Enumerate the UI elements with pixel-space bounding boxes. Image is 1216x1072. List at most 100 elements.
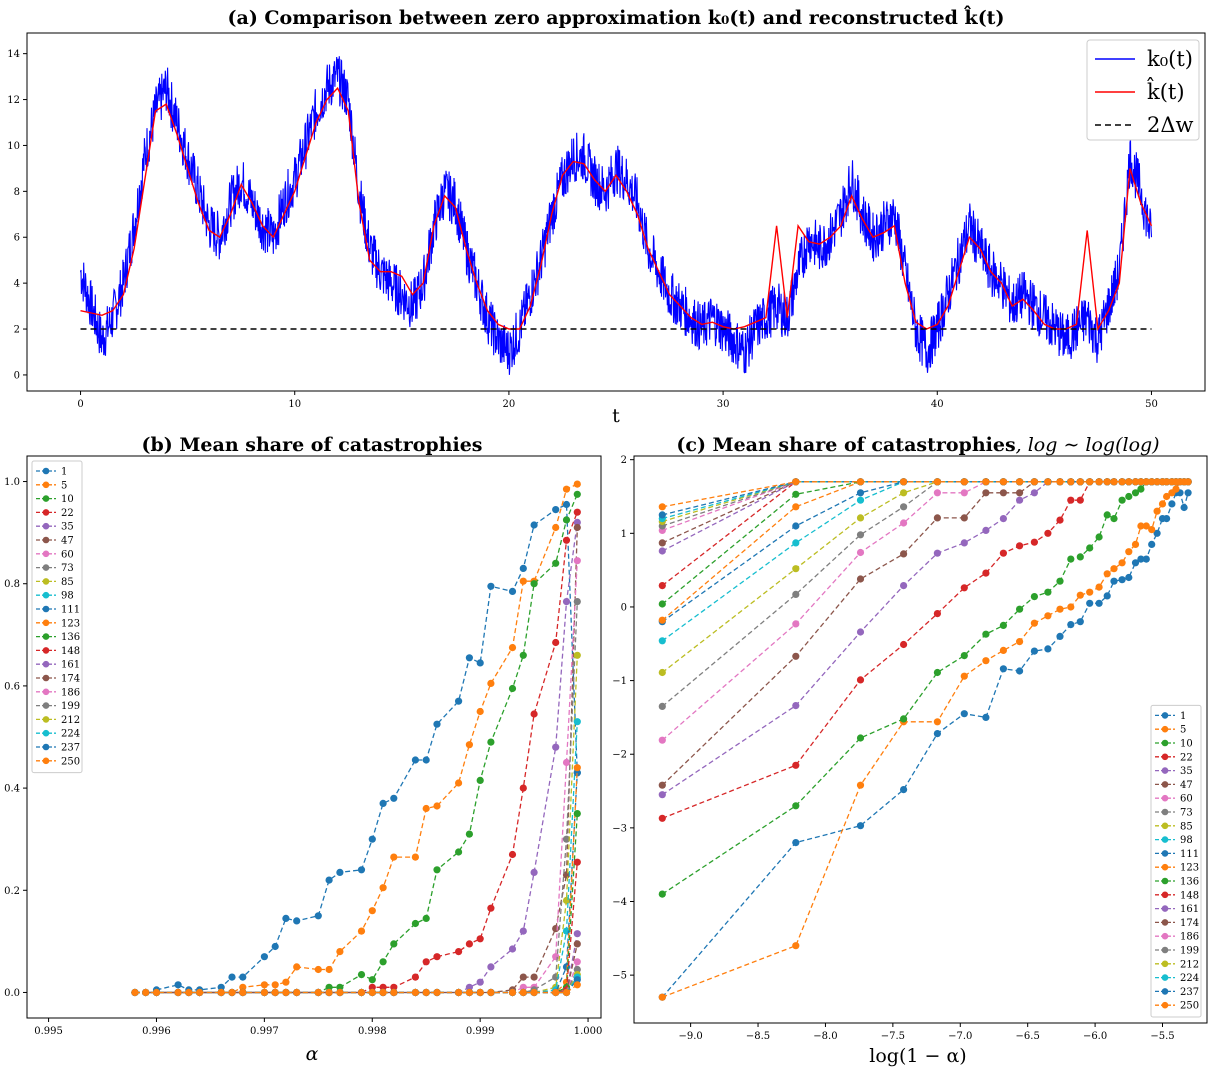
legend-label-c-20: 237 (1180, 987, 1199, 998)
data-point-b-10-12 (325, 983, 333, 991)
legend-label-b-13: 148 (61, 646, 80, 657)
data-point-c-250-18 (1118, 478, 1126, 486)
data-point-b-250-12 (293, 988, 301, 997)
data-point-b-22-26 (508, 850, 517, 859)
data-point-c-5-12 (1067, 603, 1075, 611)
data-point-b-250-18 (379, 988, 387, 997)
legend-marker-c-20 (1161, 988, 1169, 995)
legend-label-b-15: 174 (61, 674, 80, 685)
legend-label-c-8: 85 (1180, 821, 1193, 832)
legend-marker-b-12 (42, 633, 50, 640)
data-point-b-237-32 (573, 976, 581, 984)
data-point-c-250-20 (1131, 478, 1140, 486)
data-point-b-10-30 (573, 490, 581, 498)
legend-marker-b-20 (42, 743, 50, 751)
x-tick-label-c-4: −7.0 (948, 1031, 972, 1042)
chart-title-b: (b) Mean share of catastrophies (142, 434, 483, 456)
data-point-b-35-24 (476, 978, 484, 986)
y-tick-label-a-2: 4 (14, 279, 20, 290)
series-line-b-73 (134, 601, 578, 994)
x-tick-label-c-3: −7.5 (881, 1031, 905, 1042)
legend-label-c-3: 22 (1180, 752, 1193, 763)
data-point-b-1-26 (519, 564, 527, 573)
data-point-b-250-15 (336, 988, 344, 997)
data-point-b-1-11 (314, 912, 322, 920)
data-point-c-22-10 (1044, 529, 1052, 537)
data-point-c-250-19 (1125, 478, 1133, 486)
data-point-b-250-14 (325, 988, 333, 997)
data-point-b-85-32 (573, 651, 581, 659)
data-point-b-5-15 (357, 927, 366, 935)
y-tick-label-c-1: −4 (612, 897, 627, 908)
data-point-c-10-0 (658, 890, 666, 898)
data-point-c-35-6 (982, 526, 990, 535)
legend-marker-b-21 (42, 757, 50, 765)
data-point-c-85-0 (658, 668, 666, 677)
data-point-b-161-32 (573, 930, 581, 938)
legend-marker-c-19 (1161, 974, 1169, 981)
data-point-b-5-18 (390, 853, 398, 861)
series-line-c-186 (662, 481, 1189, 532)
data-point-c-98-0 (658, 637, 666, 645)
data-point-b-1-9 (282, 914, 290, 923)
y-tick-label-a-4: 8 (14, 187, 20, 198)
legend-label-c-17: 199 (1180, 946, 1199, 957)
y-tick-label-c-7: 2 (621, 455, 627, 466)
data-point-c-250-3 (900, 478, 908, 486)
data-point-c-5-4 (933, 718, 942, 726)
data-point-b-250-13 (314, 988, 322, 997)
data-point-c-1-19 (1125, 573, 1133, 582)
data-point-b-22-19 (411, 973, 419, 981)
y-tick-label-b-4: 0.8 (4, 579, 20, 590)
legend-box-a (1086, 39, 1200, 141)
data-point-c-250-26 (1163, 478, 1171, 486)
x-tick-label-c-0: −9.0 (678, 1031, 702, 1042)
data-point-c-35-9 (1030, 489, 1038, 497)
legend-label-b-1: 5 (61, 480, 67, 491)
data-point-c-47-4 (933, 514, 942, 522)
data-point-c-250-31 (1184, 478, 1192, 486)
data-point-c-10-17 (1110, 515, 1118, 523)
data-point-c-5-20 (1131, 540, 1140, 549)
x-tick-label-c-2: −8.0 (813, 1031, 837, 1042)
legend-marker-b-11 (42, 619, 50, 627)
data-point-c-5-16 (1103, 570, 1111, 578)
data-point-b-10-13 (336, 983, 344, 991)
data-point-b-22-24 (476, 935, 484, 943)
data-point-c-35-2 (856, 628, 865, 636)
data-point-b-35-25 (487, 963, 495, 971)
data-point-c-10-8 (1016, 605, 1024, 613)
data-point-b-35-31 (573, 518, 581, 527)
data-point-c-250-10 (1044, 478, 1052, 486)
data-point-b-250-2 (152, 988, 161, 997)
data-point-b-10-25 (508, 684, 517, 693)
data-point-b-1-14 (357, 866, 366, 874)
data-point-c-22-5 (960, 584, 968, 592)
data-point-c-10-13 (1076, 553, 1084, 561)
data-point-c-10-20 (1131, 489, 1140, 497)
y-tick-label-a-6: 12 (7, 95, 20, 106)
legend-label-c-15: 174 (1180, 918, 1199, 929)
x-tick-label-a-5: 50 (1145, 399, 1158, 410)
data-point-b-10-14 (357, 971, 366, 979)
legend-label-b-10: 111 (61, 605, 80, 616)
data-point-b-123-32 (573, 764, 581, 772)
data-point-c-35-1 (792, 702, 800, 710)
legend-marker-b-7 (42, 564, 50, 571)
legend-marker-c-11 (1161, 863, 1169, 871)
legend-c: 1 5 10 22 35 47 60 73 85 98 111 123 136 148 161 174 186 1… (1150, 704, 1202, 1018)
series-line-b-47 (145, 527, 578, 994)
data-point-c-22-7 (999, 549, 1008, 557)
data-point-b-1-19 (422, 756, 430, 764)
data-point-b-250-7 (228, 988, 236, 997)
data-point-c-237-0 (658, 511, 666, 519)
data-point-c-123-1 (792, 503, 800, 511)
data-point-c-111-1 (792, 522, 800, 530)
legend-marker-b-3 (42, 509, 50, 516)
data-point-b-250-4 (185, 988, 193, 997)
legend-label-b-16: 186 (61, 687, 80, 698)
data-point-c-250-21 (1137, 478, 1145, 486)
data-point-b-1-1 (174, 981, 182, 989)
data-point-b-47-27 (519, 973, 527, 981)
data-point-c-1-6 (982, 713, 990, 722)
